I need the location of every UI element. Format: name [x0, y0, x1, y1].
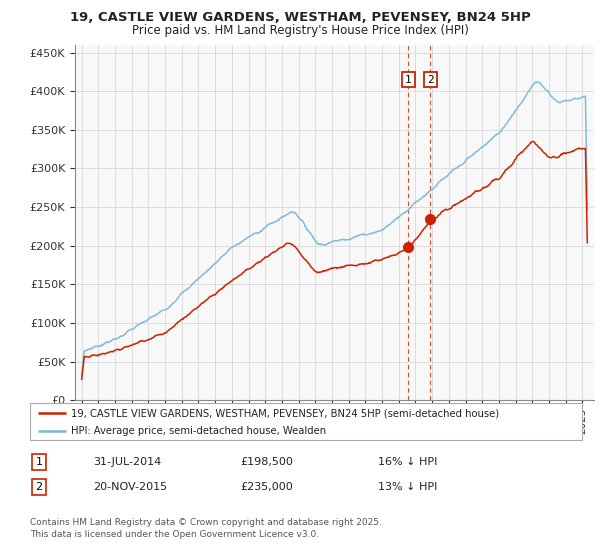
Text: Price paid vs. HM Land Registry's House Price Index (HPI): Price paid vs. HM Land Registry's House … [131, 24, 469, 36]
Text: 19, CASTLE VIEW GARDENS, WESTHAM, PEVENSEY, BN24 5HP (semi-detached house): 19, CASTLE VIEW GARDENS, WESTHAM, PEVENS… [71, 408, 500, 418]
Text: 13% ↓ HPI: 13% ↓ HPI [378, 482, 437, 492]
Text: HPI: Average price, semi-detached house, Wealden: HPI: Average price, semi-detached house,… [71, 426, 326, 436]
Text: 19, CASTLE VIEW GARDENS, WESTHAM, PEVENSEY, BN24 5HP: 19, CASTLE VIEW GARDENS, WESTHAM, PEVENS… [70, 11, 530, 24]
Text: 16% ↓ HPI: 16% ↓ HPI [378, 457, 437, 467]
Text: 2: 2 [35, 482, 43, 492]
Text: £235,000: £235,000 [240, 482, 293, 492]
FancyBboxPatch shape [30, 403, 582, 440]
Text: 2: 2 [427, 74, 434, 85]
Text: £198,500: £198,500 [240, 457, 293, 467]
Text: 1: 1 [35, 457, 43, 467]
Text: 1: 1 [405, 74, 412, 85]
Text: 31-JUL-2014: 31-JUL-2014 [93, 457, 161, 467]
Text: Contains HM Land Registry data © Crown copyright and database right 2025.
This d: Contains HM Land Registry data © Crown c… [30, 518, 382, 539]
Text: 20-NOV-2015: 20-NOV-2015 [93, 482, 167, 492]
